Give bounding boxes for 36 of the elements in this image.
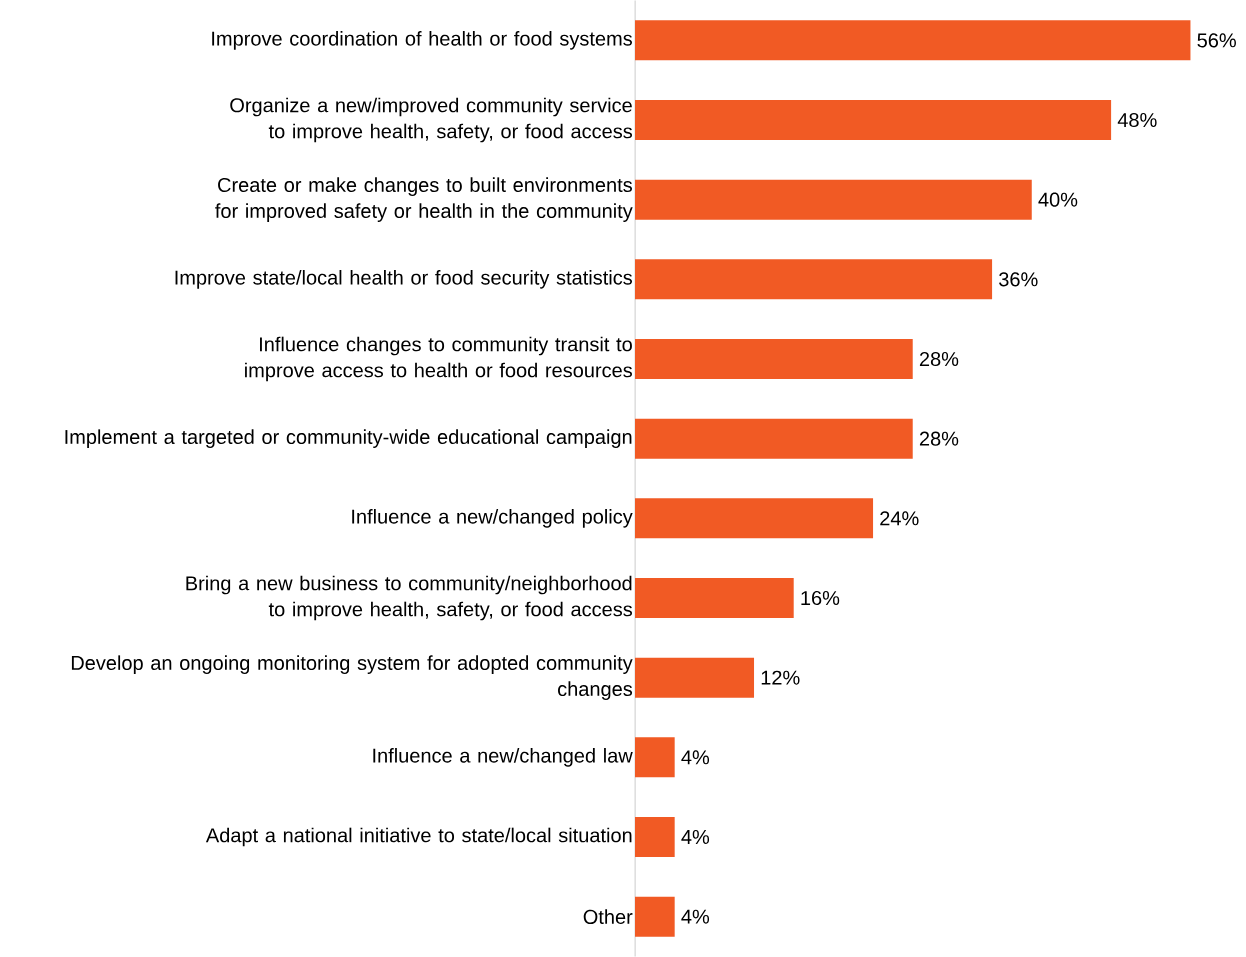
bar: [635, 817, 675, 857]
y-tick-label: Improve state/local health or food security statistics: [175, 270, 633, 289]
data-label: 40%: [1038, 192, 1078, 207]
y-tick-label: Influence changes to community transit to improve access to health or food resources: [245, 336, 632, 382]
bar: [635, 20, 1191, 61]
y-tick-label: Other: [583, 909, 633, 924]
data-label: 12%: [761, 670, 800, 685]
data-label: 24%: [880, 511, 919, 526]
bar: [635, 100, 1112, 140]
y-tick-label: Influence a new/changed law: [373, 748, 633, 767]
bar: [635, 896, 675, 937]
bar: [635, 498, 874, 539]
bar: [635, 179, 1032, 220]
data-label: 28%: [919, 351, 959, 367]
y-tick-label: Bring a new business to community/neighborhood to improve health, safety, or food access: [186, 575, 633, 621]
data-label: 48%: [1117, 112, 1157, 128]
data-label: 56%: [1197, 33, 1236, 48]
y-tick-label: Organize a new/improved community service to improve health, safety, or food access: [230, 97, 633, 143]
data-label: 4%: [681, 830, 710, 844]
data-label: 36%: [999, 272, 1038, 287]
data-label: 4%: [681, 909, 710, 924]
y-tick-label: Adapt a national initiative to state/local situation: [205, 827, 632, 847]
bar: [635, 259, 993, 300]
y-tick-label: Improve coordination of health or food systems: [212, 31, 632, 50]
y-tick-label: Influence a new/changed policy: [352, 509, 633, 528]
data-label: 16%: [801, 590, 840, 606]
data-label: 28%: [919, 431, 959, 446]
bar: [635, 737, 675, 778]
y-tick-label: Develop an ongoing monitoring system for adopted community changes: [71, 655, 633, 700]
data-label: 4%: [681, 750, 710, 765]
bar: [635, 339, 913, 379]
y-tick-label: Create or make changes to built environments for improved safety or health in the community: [215, 177, 633, 222]
y-tick-label: Implement a targeted or community-wide educational campaign: [65, 429, 632, 448]
bar: [635, 418, 913, 459]
bar: [635, 578, 794, 618]
bar: [635, 657, 755, 698]
